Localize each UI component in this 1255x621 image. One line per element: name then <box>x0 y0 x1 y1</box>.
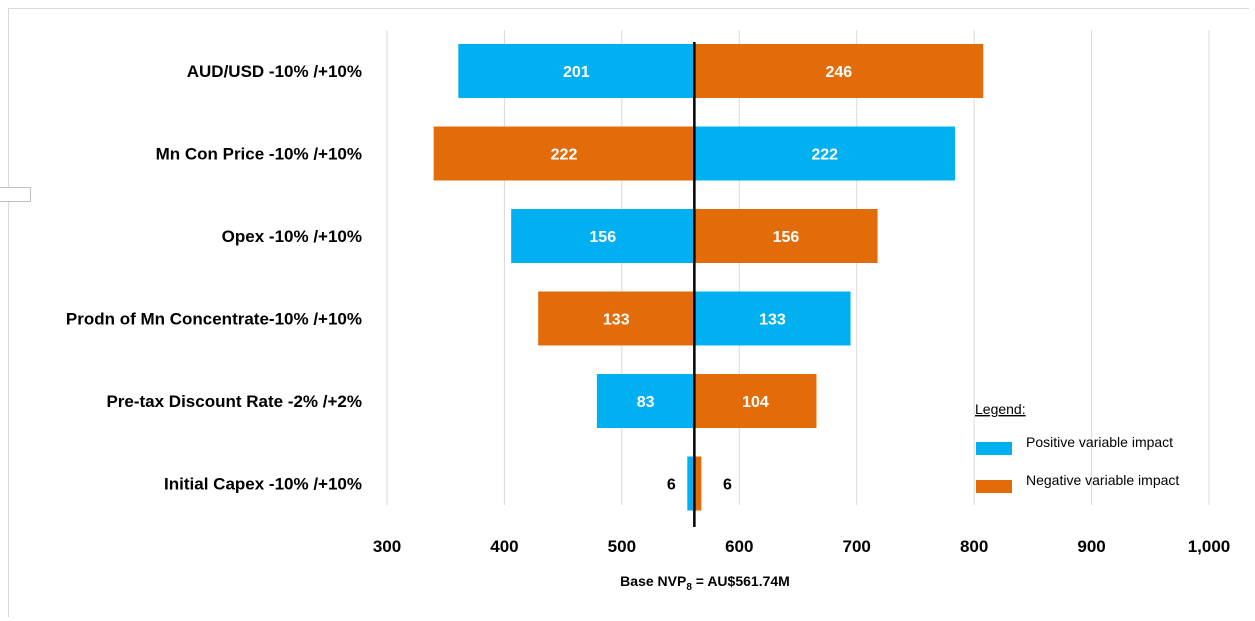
x-tick-label: 400 <box>490 537 518 556</box>
bar-left-label: 222 <box>551 147 578 164</box>
x-tick-label: 800 <box>960 537 988 556</box>
bar-left <box>511 209 695 263</box>
bar-left <box>596 374 695 428</box>
x-axis-tick-labels: 300 400 500 600 700 800 900 1,000 <box>373 537 1230 556</box>
bar-left <box>458 44 695 98</box>
bar-right <box>694 374 817 428</box>
bar-right-label: 156 <box>773 229 800 246</box>
x-tick-label: 300 <box>373 537 401 556</box>
bar-right-label: 246 <box>825 64 852 81</box>
base-label-main: Base NVP <box>620 573 686 589</box>
resize-handle[interactable] <box>0 187 31 202</box>
bar-left-label: 201 <box>563 64 590 81</box>
bar-left-label: 83 <box>637 394 655 411</box>
bar-left <box>538 291 695 346</box>
category-label: Opex -10% /+10% <box>222 227 362 246</box>
x-tick-label: 900 <box>1077 537 1105 556</box>
bar-left-label: 156 <box>589 229 616 246</box>
bar-right <box>694 126 956 181</box>
base-value-label: Base NVP8 = AU$561.74M <box>620 573 790 593</box>
bar-left <box>433 126 695 181</box>
legend-entry-label: Positive variable impact <box>1026 434 1173 450</box>
category-labels: AUD/USD -10% /+10% Mn Con Price -10% /+10… <box>66 62 362 494</box>
bar-left-label: 133 <box>603 312 630 329</box>
category-label: Pre-tax Discount Rate -2% /+2% <box>106 392 362 411</box>
bar-left <box>687 456 695 511</box>
x-tick-label: 700 <box>843 537 871 556</box>
bar-right-label: 6 <box>723 477 732 494</box>
category-label: Initial Capex -10% /+10% <box>164 475 362 494</box>
bar-right <box>694 44 984 98</box>
base-label-rest: = AU$561.74M <box>692 573 790 589</box>
bar-labels: 201 246 222 222 156 156 133 133 83 104 6 6 <box>551 64 853 494</box>
legend-swatch-negative <box>976 480 1012 493</box>
bars <box>433 44 984 511</box>
legend: Legend: Positive variable impact Negative… <box>975 401 1179 493</box>
bar-right <box>694 291 851 346</box>
category-label: Prodn of Mn Concentrate-10% /+10% <box>66 310 362 329</box>
bar-right <box>694 209 878 263</box>
bar-right-label: 133 <box>759 312 786 329</box>
bar-left-label: 6 <box>667 477 676 494</box>
legend-entry-label: Negative variable impact <box>1026 472 1179 488</box>
x-tick-label: 1,000 <box>1188 537 1231 556</box>
category-label: AUD/USD -10% /+10% <box>187 62 362 81</box>
legend-swatch-positive <box>976 442 1012 455</box>
x-tick-label: 500 <box>608 537 636 556</box>
x-tick-label: 600 <box>725 537 753 556</box>
legend-title: Legend: <box>975 401 1026 417</box>
base-label-sub: 8 <box>686 582 692 593</box>
chart-frame <box>8 8 1249 617</box>
bar-right <box>694 456 702 511</box>
bar-right-label: 104 <box>742 394 769 411</box>
bar-right-label: 222 <box>811 147 838 164</box>
category-label: Mn Con Price -10% /+10% <box>156 145 362 164</box>
